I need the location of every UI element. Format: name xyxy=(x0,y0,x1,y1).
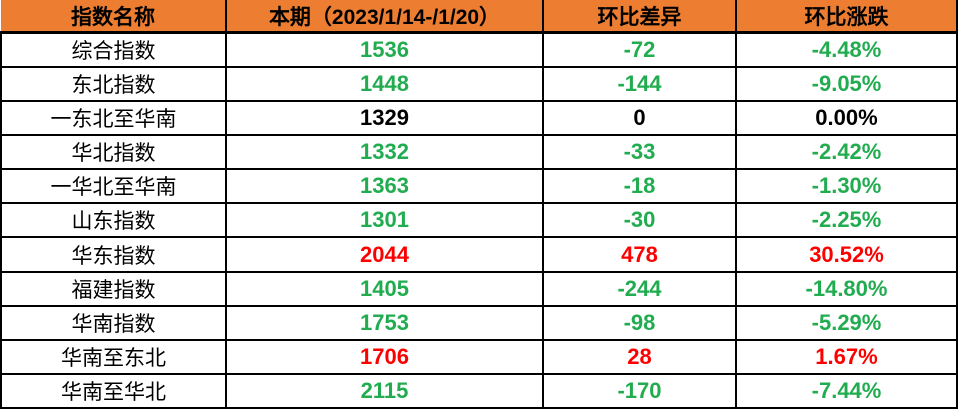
difference-cell: -72 xyxy=(542,31,737,69)
change-pct-cell: -2.25% xyxy=(735,202,958,239)
table-row: 华北指数 1332 -33 -2.42% xyxy=(0,134,958,171)
table-row: 福建指数 1405 -244 -14.80% xyxy=(0,270,958,307)
change-pct-cell: -14.80% xyxy=(735,270,958,307)
change-pct-cell: -7.44% xyxy=(735,372,958,409)
column-header-mom-change-pct: 环比涨跌 xyxy=(735,0,958,34)
table-header-row: 指数名称 本期（2023/1/14-/1/20） 环比差异 环比涨跌 xyxy=(1,0,958,34)
index-name-cell: 山东指数 xyxy=(0,202,227,239)
current-value-cell: 1753 xyxy=(225,304,544,341)
column-header-mom-difference: 环比差异 xyxy=(542,0,737,34)
current-value-cell: 1706 xyxy=(225,338,544,375)
table-row: 华南至东北 1706 28 1.67% xyxy=(0,338,958,375)
current-value-cell: 1536 xyxy=(225,31,544,69)
difference-cell: 478 xyxy=(542,236,737,273)
index-name-cell: 华南指数 xyxy=(0,304,227,341)
table-row: 华南至华北 2115 -170 -7.44% xyxy=(0,372,958,409)
change-pct-cell: 0.00% xyxy=(735,100,958,137)
change-pct-cell: 1.67% xyxy=(735,338,958,375)
column-header-current-period: 本期（2023/1/14-/1/20） xyxy=(225,0,544,34)
difference-cell: -33 xyxy=(542,134,737,171)
table-row: 东北指数 1448 -144 -9.05% xyxy=(0,66,958,103)
index-name-cell: 一东北至华南 xyxy=(0,100,227,137)
index-name-cell: 华北指数 xyxy=(0,134,227,171)
index-name-cell: 综合指数 xyxy=(0,31,227,69)
column-header-index-name: 指数名称 xyxy=(1,0,227,34)
index-name-cell: 东北指数 xyxy=(0,66,227,103)
current-value-cell: 2044 xyxy=(225,236,544,273)
difference-cell: -144 xyxy=(542,66,737,103)
current-value-cell: 1332 xyxy=(225,134,544,171)
change-pct-cell: -9.05% xyxy=(735,66,958,103)
current-value-cell: 2115 xyxy=(225,372,544,409)
difference-cell: 0 xyxy=(542,100,737,137)
table-row: 综合指数 1536 -72 -4.48% xyxy=(0,31,958,69)
index-name-cell: 华东指数 xyxy=(0,236,227,273)
difference-cell: 28 xyxy=(542,338,737,375)
current-value-cell: 1301 xyxy=(225,202,544,239)
change-pct-cell: 30.52% xyxy=(735,236,958,273)
current-value-cell: 1405 xyxy=(225,270,544,307)
current-value-cell: 1329 xyxy=(225,100,544,137)
index-name-cell: 一华北至华南 xyxy=(0,168,227,205)
table-row: 山东指数 1301 -30 -2.25% xyxy=(0,202,958,239)
current-value-cell: 1363 xyxy=(225,168,544,205)
table-row: 华南指数 1753 -98 -5.29% xyxy=(0,304,958,341)
difference-cell: -244 xyxy=(542,270,737,307)
index-name-cell: 华南至华北 xyxy=(0,372,227,409)
difference-cell: -170 xyxy=(542,372,737,409)
table-row: 一华北至华南 1363 -18 -1.30% xyxy=(0,168,958,205)
change-pct-cell: -5.29% xyxy=(735,304,958,341)
table-row: 一东北至华南 1329 0 0.00% xyxy=(0,100,958,137)
current-value-cell: 1448 xyxy=(225,66,544,103)
index-name-cell: 华南至东北 xyxy=(0,338,227,375)
table-row: 华东指数 2044 478 30.52% xyxy=(0,236,958,273)
difference-cell: -18 xyxy=(542,168,737,205)
change-pct-cell: -4.48% xyxy=(735,31,958,69)
index-name-cell: 福建指数 xyxy=(0,270,227,307)
difference-cell: -98 xyxy=(542,304,737,341)
change-pct-cell: -2.42% xyxy=(735,134,958,171)
change-pct-cell: -1.30% xyxy=(735,168,958,205)
difference-cell: -30 xyxy=(542,202,737,239)
